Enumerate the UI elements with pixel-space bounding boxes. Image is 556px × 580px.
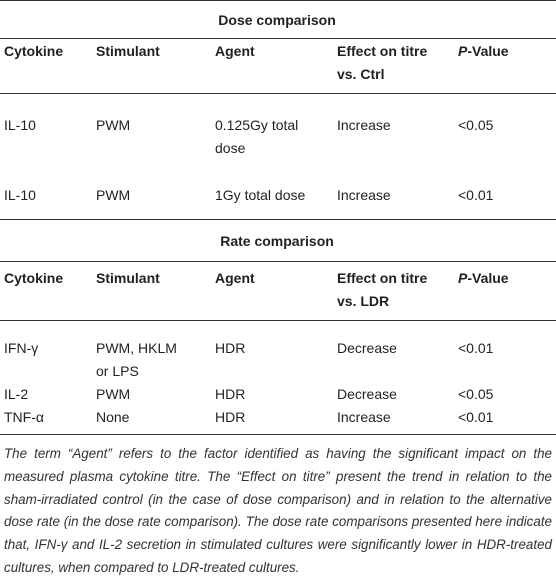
table-cell: TNF-α — [0, 406, 92, 435]
table-cell: IFN-γ — [4, 340, 39, 356]
table-cell: <0.05 — [458, 386, 494, 402]
table-cell: <0.05 — [458, 117, 494, 133]
column-header: Effect on titre vs. LDR — [333, 261, 454, 321]
table-cell: 1Gy total dose — [211, 172, 333, 220]
table-cell: PWM, HKLM or LPS — [96, 340, 177, 379]
section-title: Dose comparison — [0, 0, 556, 39]
table-cell: 0.125Gy total dose — [215, 117, 299, 156]
table-cell: HDR — [215, 340, 246, 356]
column-header: P-Value — [454, 38, 556, 94]
table-cell: PWM — [96, 117, 131, 133]
table-cell: Decrease — [337, 340, 397, 356]
table-cell: IL-10 — [4, 117, 36, 133]
table-cell: Decrease — [337, 386, 397, 402]
data-row: TNF-α None HDR Increase <0.01 — [0, 406, 556, 435]
results-table: Dose comparison Cytokine Stimulant Agent Eff… — [0, 0, 556, 435]
table-cell: <0.01 — [454, 172, 556, 220]
table-cell: IL-10 — [0, 172, 92, 220]
column-header: Stimulant — [92, 261, 211, 321]
table-cell: <0.01 — [454, 406, 556, 435]
header-row: Cytokine Stimulant Agent Effect on titre vs… — [0, 261, 556, 321]
section-title: Rate comparison — [0, 219, 556, 262]
column-header: Agent — [211, 261, 333, 321]
data-row: IFN-γ PWM, HKLM or LPS HDR Decrease <0.01 — [0, 321, 556, 384]
table-cell: PWM — [96, 386, 131, 402]
table-cell: Increase — [333, 172, 454, 220]
header-row: Cytokine Stimulant Agent Effect on titre vs… — [0, 38, 556, 94]
table-body: Dose comparison Cytokine Stimulant Agent Eff… — [0, 0, 556, 435]
footnote: The term “Agent” refers to the factor id… — [4, 446, 552, 575]
data-row: IL-2 PWM HDR Decrease <0.05 — [0, 383, 556, 406]
column-header: P-Value — [454, 261, 556, 321]
section-title-row: Dose comparison — [0, 0, 556, 39]
column-header: Cytokine — [0, 38, 92, 94]
column-header: Stimulant — [92, 38, 211, 94]
section-title-row: Rate comparison — [0, 219, 556, 262]
table-cell: IL-2 — [4, 386, 29, 402]
column-header: Effect on titre vs. Ctrl — [333, 38, 454, 94]
data-row: IL-10 PWM 1Gy total dose Increase <0.01 — [0, 172, 556, 220]
table-cell: <0.01 — [458, 340, 494, 356]
data-row: IL-10 PWM 0.125Gy total dose Increase <0.05 — [0, 94, 556, 173]
table-cell: Increase — [333, 406, 454, 435]
column-header: Agent — [211, 38, 333, 94]
table-cell: PWM — [92, 172, 211, 220]
table-cell: Increase — [337, 117, 391, 133]
column-header: Cytokine — [0, 261, 92, 321]
table-cell: HDR — [211, 406, 333, 435]
table-cell: None — [92, 406, 211, 435]
table-cell: HDR — [215, 386, 246, 402]
